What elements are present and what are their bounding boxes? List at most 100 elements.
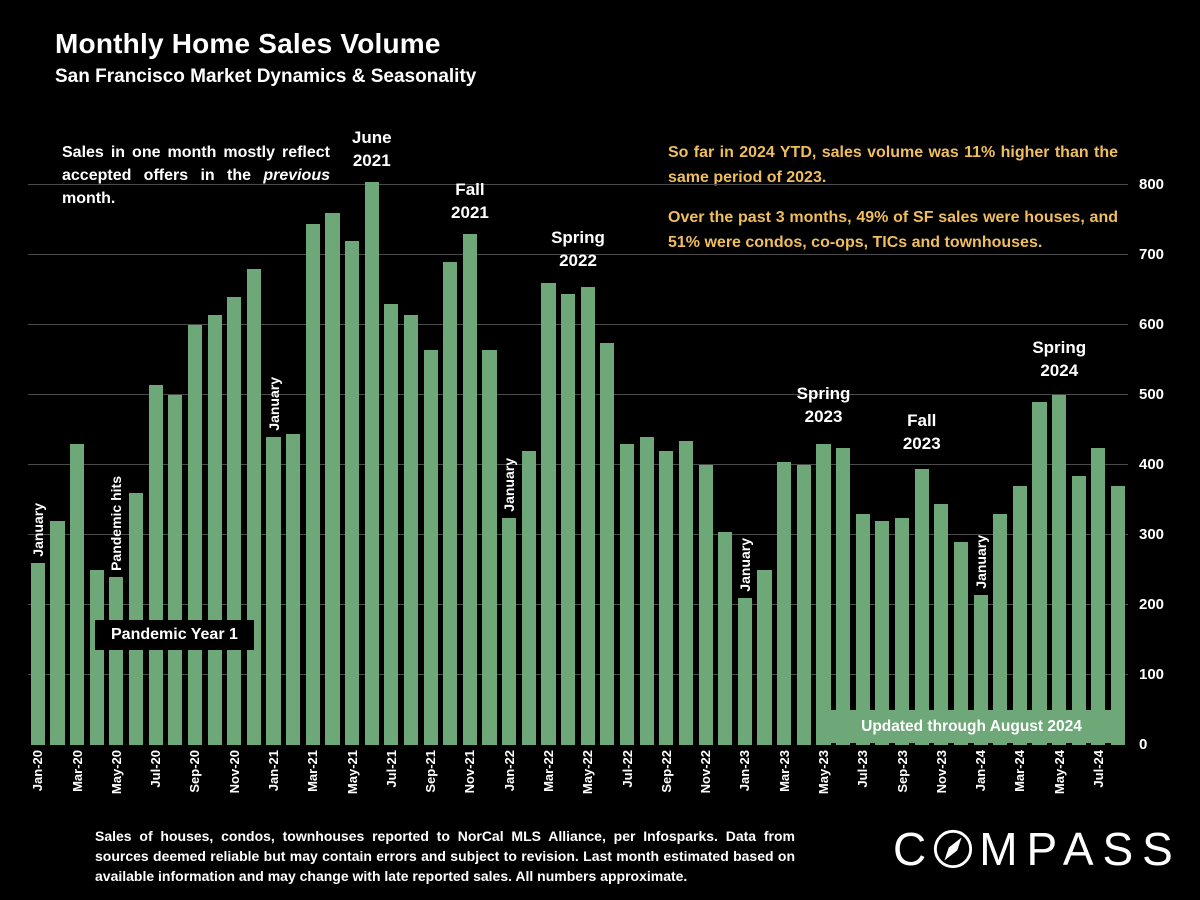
x-tick-slot-Feb-22 <box>519 750 539 822</box>
pandemic-year-1-label: Pandemic Year 1 <box>95 620 254 650</box>
x-tick-slot-Dec-22 <box>715 750 735 822</box>
bar-slot-Jul-24 <box>1089 185 1109 745</box>
bar-Oct-22 <box>678 440 694 745</box>
bar-slot-Jun-22 <box>598 185 618 745</box>
x-axis-label-Jan-24: Jan-24 <box>973 750 989 792</box>
bar-Jul-21 <box>384 304 399 745</box>
updated-through-banner: Updated through August 2024 <box>830 710 1113 743</box>
y-axis-label-200: 200 <box>1139 596 1165 613</box>
bar-Apr-20 <box>89 570 104 745</box>
bar-slot-Aug-24 <box>1108 185 1128 745</box>
gridline-300 <box>28 534 1128 535</box>
x-axis-label-Jul-20: Jul-20 <box>148 750 164 788</box>
x-tick-slot-Jan-24: Jan-24 <box>971 750 991 822</box>
bar-slot-Nov-21 <box>460 185 480 745</box>
bar-Aug-24 <box>1110 486 1126 745</box>
x-tick-slot-Jun-21 <box>362 750 382 822</box>
bar-Feb-22 <box>521 451 536 745</box>
bar-slot-Oct-23 <box>912 185 932 745</box>
x-axis-label-Nov-20: Nov-20 <box>226 750 242 794</box>
x-axis-label-Jul-21: Jul-21 <box>383 750 399 788</box>
x-axis-label-Nov-21: Nov-21 <box>462 750 478 794</box>
x-axis-label-May-24: May-24 <box>1051 750 1067 795</box>
x-tick-slot-Mar-20: Mar-20 <box>67 750 87 822</box>
x-tick-slot-Feb-23 <box>755 750 775 822</box>
x-tick-slot-Oct-21 <box>440 750 460 822</box>
bar-Mar-24 <box>1012 486 1027 745</box>
x-axis-label-Sep-22: Sep-22 <box>658 750 674 793</box>
x-tick-slot-Jul-24: Jul-24 <box>1089 750 1109 822</box>
bar-Jul-24 <box>1091 447 1106 745</box>
bar-Feb-21 <box>286 433 301 745</box>
bar-annotation-january-Jan-20: January <box>29 503 46 557</box>
x-axis-label-May-22: May-22 <box>580 750 596 795</box>
bar-slot-Jul-20 <box>146 185 166 745</box>
compass-logo: C MPASS <box>893 824 1182 874</box>
page-subtitle: San Francisco Market Dynamics & Seasonal… <box>55 66 477 87</box>
bar-Feb-20 <box>50 521 65 745</box>
bar-Nov-22 <box>698 465 713 745</box>
x-axis-label-Mar-21: Mar-21 <box>305 750 321 792</box>
y-axis-label-700: 700 <box>1139 246 1165 263</box>
bar-series: January Pandemic hits January January Januar… <box>28 181 1128 745</box>
y-axis: 0 100 200 300 400 500 600 700 800 <box>1139 176 1194 753</box>
compass-o-icon <box>934 829 973 869</box>
bar-Jun-21 <box>364 181 379 745</box>
season-annotation-spring-2023: Spring 2023 <box>796 384 851 427</box>
logo-letter-c: C <box>893 823 936 875</box>
bar-slot-Mar-20 <box>67 185 87 745</box>
x-tick-slot-Mar-22: Mar-22 <box>539 750 559 822</box>
bar-annotation-pandemic-hits-May-20: Pandemic hits <box>108 476 125 571</box>
x-tick-slot-Feb-24 <box>990 750 1010 822</box>
bar-slot-Dec-23 <box>951 185 971 745</box>
bar-Nov-20 <box>227 297 242 745</box>
bar-Dec-22 <box>718 531 733 745</box>
season-annotation-spring-2024: Spring 2024 <box>1032 337 1087 380</box>
x-tick-slot-Dec-23 <box>951 750 971 822</box>
bar-slot-Jun-24 <box>1069 185 1089 745</box>
bar-Jan-21 <box>266 437 281 745</box>
bar-Sep-23 <box>894 517 910 745</box>
bar-slot-Nov-22 <box>696 185 716 745</box>
bar-slot-May-21 <box>342 185 362 745</box>
x-tick-slot-Mar-24: Mar-24 <box>1010 750 1030 822</box>
chart-plot-area: January Pandemic hits January January Januar… <box>28 128 1128 745</box>
x-axis-label-Jul-23: Jul-23 <box>855 750 871 788</box>
gridline-100 <box>28 674 1128 675</box>
bar-Jan-23 <box>737 598 752 745</box>
x-tick-slot-Jul-20: Jul-20 <box>146 750 166 822</box>
x-tick-slot-Mar-23: Mar-23 <box>774 750 794 822</box>
bar-slot-Jun-23 <box>833 185 853 745</box>
x-tick-slot-Mar-21: Mar-21 <box>303 750 323 822</box>
bar-Jan-22 <box>502 517 517 745</box>
x-tick-slot-Dec-20 <box>244 750 264 822</box>
bar-slot-Apr-23 <box>794 185 814 745</box>
x-tick-slot-May-22: May-22 <box>578 750 598 822</box>
bar-slot-Jan-21: January <box>264 185 284 745</box>
x-tick-slot-Jul-22: Jul-22 <box>617 750 637 822</box>
gridline-800 <box>28 184 1128 185</box>
x-tick-slot-Jul-21: Jul-21 <box>382 750 402 822</box>
bar-slot-Apr-21 <box>323 185 343 745</box>
bar-Aug-23 <box>875 521 890 745</box>
ytd-note: So far in 2024 YTD, sales volume was 11%… <box>668 144 1118 186</box>
bar-slot-Sep-21 <box>421 185 441 745</box>
x-axis-label-May-20: May-20 <box>108 750 124 795</box>
bar-slot-Feb-22 <box>519 185 539 745</box>
x-tick-slot-May-24: May-24 <box>1049 750 1069 822</box>
bar-slot-May-23 <box>814 185 834 745</box>
x-tick-slot-Nov-21: Nov-21 <box>460 750 480 822</box>
x-tick-slot-Apr-24 <box>1030 750 1050 822</box>
bar-slot-Feb-21 <box>283 185 303 745</box>
bar-slot-Aug-23 <box>873 185 893 745</box>
bar-slot-Mar-21 <box>303 185 323 745</box>
bar-Aug-20 <box>168 395 183 745</box>
x-tick-slot-Dec-21 <box>480 750 500 822</box>
bar-slot-Jul-21 <box>382 185 402 745</box>
season-annotation-fall-2023: Fall 2023 <box>902 411 941 453</box>
bar-Mar-20 <box>70 444 85 745</box>
bar-Apr-23 <box>796 465 811 745</box>
bar-slot-Jan-22: January <box>499 185 519 745</box>
bar-slot-Sep-22 <box>657 185 677 745</box>
